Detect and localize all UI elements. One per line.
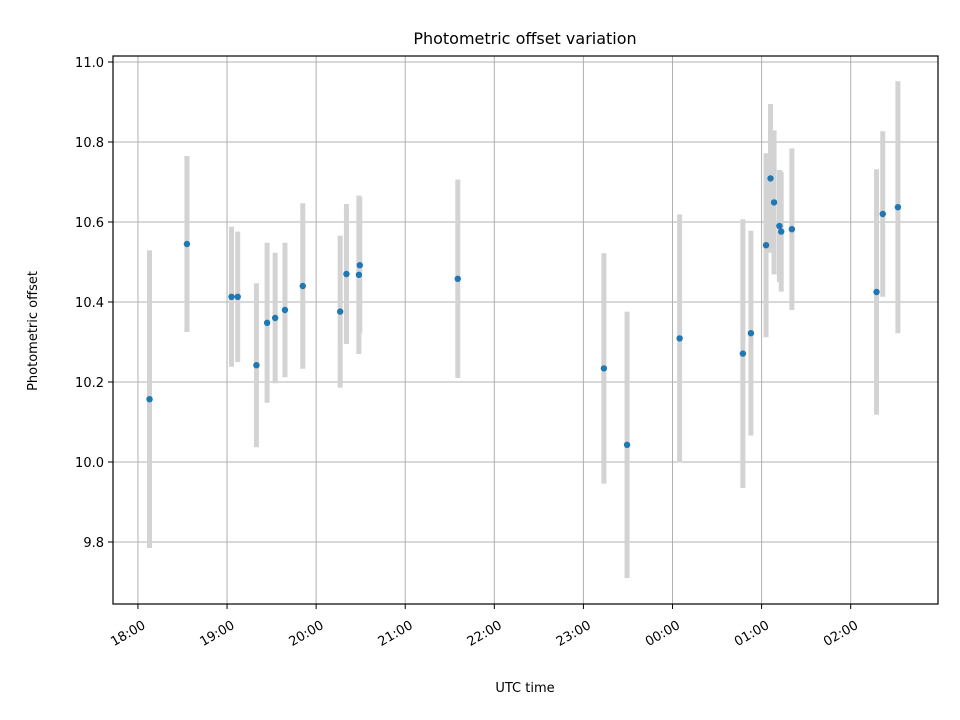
data-point	[281, 306, 289, 314]
data-point	[739, 350, 747, 357]
data-point	[623, 441, 631, 448]
data-point	[762, 242, 770, 249]
data-point	[600, 365, 608, 372]
data-point	[263, 319, 271, 326]
y-axis-label: Photometric offset	[26, 271, 41, 391]
y-axis-ticks: 9.8 10.0 10.2 10.4 10.6 10.8 11.0	[75, 56, 113, 551]
data-point	[355, 271, 363, 278]
data-point	[228, 293, 235, 300]
data-point	[253, 362, 260, 369]
data-point	[873, 288, 880, 296]
data-point	[788, 226, 796, 233]
data-point	[356, 262, 363, 269]
data-point	[271, 314, 279, 322]
y-tick-label: 10.8	[75, 136, 104, 151]
data-points	[146, 175, 902, 448]
data-point	[894, 204, 902, 211]
y-tick-label: 10.2	[75, 376, 104, 391]
data-point	[336, 308, 344, 315]
y-tick-label: 9.8	[83, 536, 104, 551]
data-point	[777, 228, 785, 235]
data-point	[770, 199, 778, 206]
plot-frame	[112, 55, 939, 605]
data-point	[454, 275, 461, 282]
y-tick-label: 10.6	[75, 216, 104, 231]
data-point	[767, 175, 774, 182]
data-point	[747, 330, 755, 337]
data-point	[234, 293, 241, 300]
y-tick-label: 11.0	[75, 56, 104, 71]
data-point	[183, 240, 191, 248]
grid-lines	[113, 56, 938, 604]
data-point	[676, 335, 683, 342]
x-axis-label: UTC time	[495, 681, 554, 696]
data-point	[299, 282, 306, 290]
y-tick-label: 10.0	[75, 456, 104, 471]
data-point	[879, 210, 886, 218]
chart-title: Photometric offset variation	[413, 29, 636, 48]
data-point	[776, 222, 783, 230]
data-point	[146, 396, 153, 403]
y-tick-label: 10.4	[75, 296, 104, 311]
data-point	[343, 270, 350, 278]
